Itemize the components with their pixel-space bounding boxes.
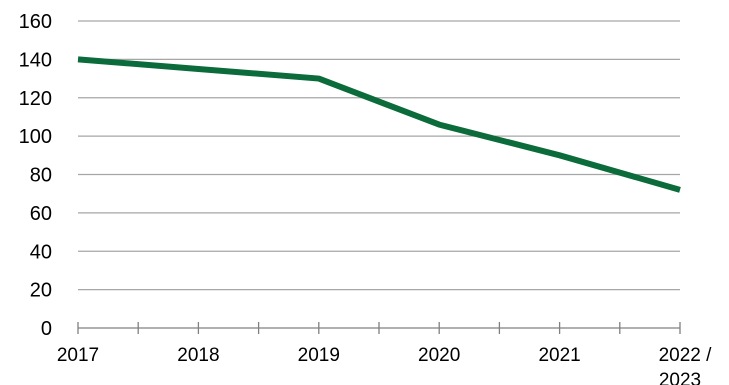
y-tick-label: 40 — [30, 241, 52, 263]
x-axis — [77, 322, 681, 334]
y-tick-label: 120 — [19, 88, 52, 110]
x-tick-label: 2021 — [538, 345, 580, 366]
x-tick-label: 2018 — [177, 345, 219, 366]
y-tick-label: 0 — [41, 318, 52, 340]
gridlines — [78, 20, 680, 291]
y-tick-label: 20 — [30, 280, 52, 302]
series-line — [77, 56, 681, 193]
series-layer — [77, 56, 681, 193]
x-tick-label: 2017 — [57, 345, 99, 366]
y-tick-label: 100 — [19, 126, 52, 148]
x-tick-label: 2022 /2023 — [659, 345, 713, 385]
y-tick-label: 140 — [19, 49, 52, 71]
y-axis-labels: 0 20 40 60 80 100 120 140 160 — [19, 11, 52, 340]
y-tick-label: 160 — [19, 11, 52, 33]
x-axis-labels: 2017 2018 2019 2020 2021 2022 /2023 — [57, 345, 712, 385]
y-tick-label: 60 — [30, 203, 52, 225]
x-tick-label: 2019 — [298, 345, 340, 366]
y-tick-label: 80 — [30, 165, 52, 187]
x-tick-label: 2020 — [418, 345, 460, 366]
